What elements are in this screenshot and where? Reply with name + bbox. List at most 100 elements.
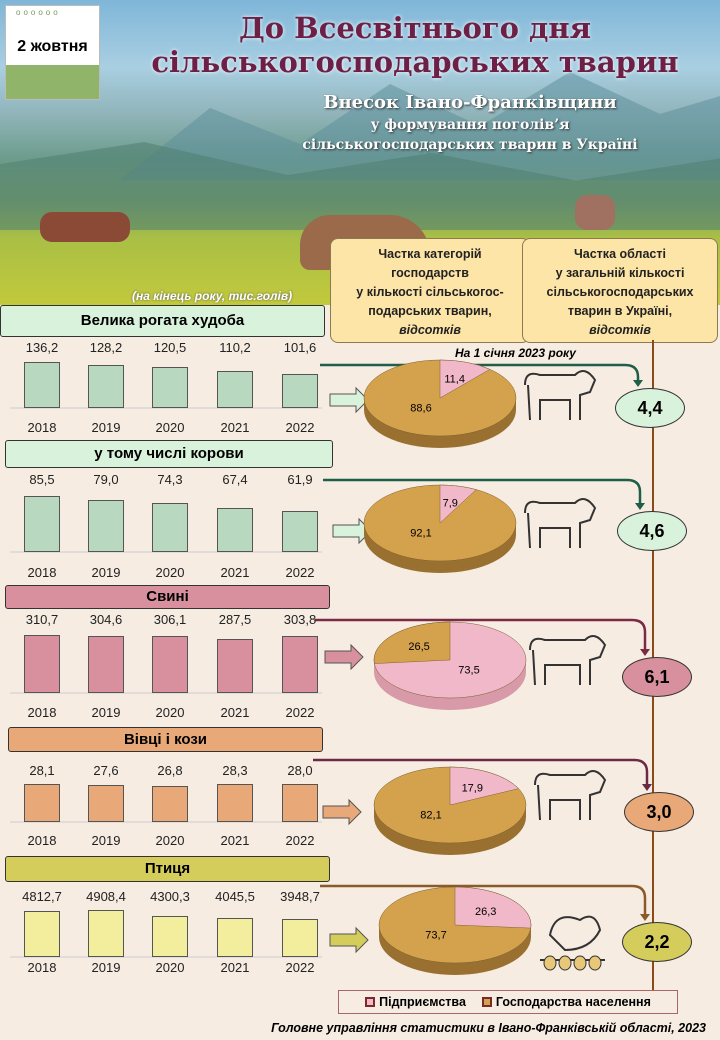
calendar-date: oooooo 2 жовтня bbox=[5, 5, 100, 100]
pie-label-small: 26,3 bbox=[475, 906, 496, 918]
bar-2019 bbox=[88, 910, 124, 957]
bar-value-label: 26,8 bbox=[157, 763, 183, 778]
year-label: 2022 bbox=[285, 960, 315, 975]
footer-source: Головне управління статистики в Івано-Фр… bbox=[271, 1021, 706, 1035]
bar-value-label: 4908,4 bbox=[86, 889, 126, 904]
bar-2018 bbox=[24, 784, 60, 822]
calendar-rings-icon: oooooo bbox=[16, 8, 61, 17]
col1-line: у кількості сільськогос- bbox=[356, 285, 504, 299]
legend-households: Господарства населення bbox=[481, 995, 651, 1009]
column-header-region-share: Частка області у загальній кількості сіл… bbox=[522, 238, 718, 343]
region-share-value: 3,0 bbox=[624, 792, 694, 832]
connector-arrowhead-icon bbox=[642, 784, 652, 791]
year-label: 2022 bbox=[285, 833, 315, 848]
section-header: Вівці і кози bbox=[8, 727, 323, 752]
year-label: 2021 bbox=[220, 705, 250, 720]
pie-label-large: 73,5 bbox=[458, 664, 479, 676]
col1-line: господарств bbox=[391, 266, 469, 280]
right-arrow-icon bbox=[322, 798, 362, 826]
bar-value-label: 3948,7 bbox=[280, 889, 320, 904]
pie-label-small: 11,4 bbox=[444, 373, 465, 385]
background-photo bbox=[0, 0, 720, 305]
bar-value-label: 128,2 bbox=[89, 340, 123, 355]
chicken-icon bbox=[540, 915, 605, 961]
connector-line bbox=[313, 758, 649, 786]
pie-label-small: 26,5 bbox=[408, 641, 429, 653]
year-label: 2020 bbox=[155, 960, 185, 975]
bar-value-label: 136,2 bbox=[25, 340, 59, 355]
connector-arrowhead-icon bbox=[640, 649, 650, 656]
bar-2022 bbox=[282, 636, 318, 693]
bar-value-label: 4300,3 bbox=[150, 889, 190, 904]
bar-2020 bbox=[152, 635, 188, 693]
pie-small-slice bbox=[439, 359, 491, 399]
year-label: 2018 bbox=[27, 960, 57, 975]
bar-value-label: 28,3 bbox=[222, 763, 248, 778]
legend-swatch bbox=[481, 997, 492, 1007]
year-label: 2019 bbox=[91, 420, 121, 435]
connector-arrowhead-icon bbox=[640, 914, 650, 921]
bar-2020 bbox=[152, 915, 188, 957]
bar-value-label: 27,6 bbox=[93, 763, 119, 778]
year-label: 2018 bbox=[27, 420, 57, 435]
title-line2: сільськогосподарських тварин bbox=[151, 45, 679, 79]
bar-2019 bbox=[88, 784, 124, 822]
cattle-icon bbox=[524, 370, 597, 421]
bar-2019 bbox=[88, 636, 124, 693]
region-share-value: 6,1 bbox=[622, 657, 692, 697]
cow-icon bbox=[524, 498, 597, 549]
legend-label: Господарства населення bbox=[495, 995, 651, 1009]
col2-unit: відсотків bbox=[589, 323, 651, 337]
pig-icon bbox=[529, 635, 607, 686]
section-header: Свині bbox=[5, 585, 330, 609]
year-label: 2022 bbox=[285, 565, 315, 580]
year-label: 2021 bbox=[220, 420, 250, 435]
unit-note: (на кінець року, тис.голів) bbox=[132, 289, 293, 303]
bar-2018 bbox=[24, 496, 60, 552]
bar-2020 bbox=[152, 503, 188, 552]
bar-value-label: 110,2 bbox=[219, 340, 251, 355]
connector-arrowhead-icon bbox=[633, 380, 643, 387]
bar-2018 bbox=[24, 910, 60, 957]
pie-small-slice bbox=[454, 886, 532, 929]
region-share-value: 2,2 bbox=[622, 922, 692, 962]
connector-line bbox=[323, 478, 642, 505]
bar-value-label: 120,5 bbox=[153, 340, 187, 355]
year-label: 2020 bbox=[155, 420, 185, 435]
subtitle2: у формування поголів’я bbox=[370, 117, 570, 133]
subtitle1: Внесок Івано-Франківщини bbox=[323, 92, 617, 113]
bar-value-label: 4045,5 bbox=[215, 889, 255, 904]
connector-line bbox=[315, 618, 647, 651]
bar-2018 bbox=[24, 635, 60, 693]
year-label: 2018 bbox=[27, 565, 57, 580]
bar-value-label: 303,8 bbox=[283, 612, 317, 627]
year-label: 2022 bbox=[285, 705, 315, 720]
year-label: 2019 bbox=[91, 705, 121, 720]
section-header: Птиця bbox=[5, 856, 330, 882]
year-label: 2019 bbox=[91, 565, 121, 580]
legend-label: Підприємства bbox=[379, 995, 466, 1009]
pie-small-slice bbox=[449, 766, 520, 806]
right-arrow-icon bbox=[329, 926, 369, 954]
bar-value-label: 61,9 bbox=[287, 472, 313, 487]
year-label: 2020 bbox=[155, 705, 185, 720]
connector-line bbox=[320, 884, 647, 916]
pie-label-large: 82,1 bbox=[420, 809, 441, 821]
year-label: 2019 bbox=[91, 960, 121, 975]
right-arrow-icon bbox=[329, 386, 369, 414]
bar-2021 bbox=[217, 784, 253, 822]
connector-arrowhead-icon bbox=[635, 503, 645, 510]
pie-label-small: 17,9 bbox=[462, 782, 483, 794]
bar-2022 bbox=[282, 373, 318, 408]
cow-photo bbox=[575, 195, 615, 230]
legend-enterprises: Підприємства bbox=[365, 995, 466, 1009]
section-header: у тому числі корови bbox=[5, 440, 333, 468]
col1-unit: відсотків bbox=[399, 323, 461, 337]
pie-label-large: 88,6 bbox=[410, 402, 431, 414]
section-header: Велика рогата худоба bbox=[0, 305, 325, 337]
col2-line: Частка області bbox=[574, 247, 666, 261]
bar-value-label: 85,5 bbox=[29, 472, 55, 487]
bar-2020 bbox=[152, 367, 188, 408]
col2-line: сільськогосподарських bbox=[546, 285, 694, 299]
year-label: 2021 bbox=[220, 960, 250, 975]
